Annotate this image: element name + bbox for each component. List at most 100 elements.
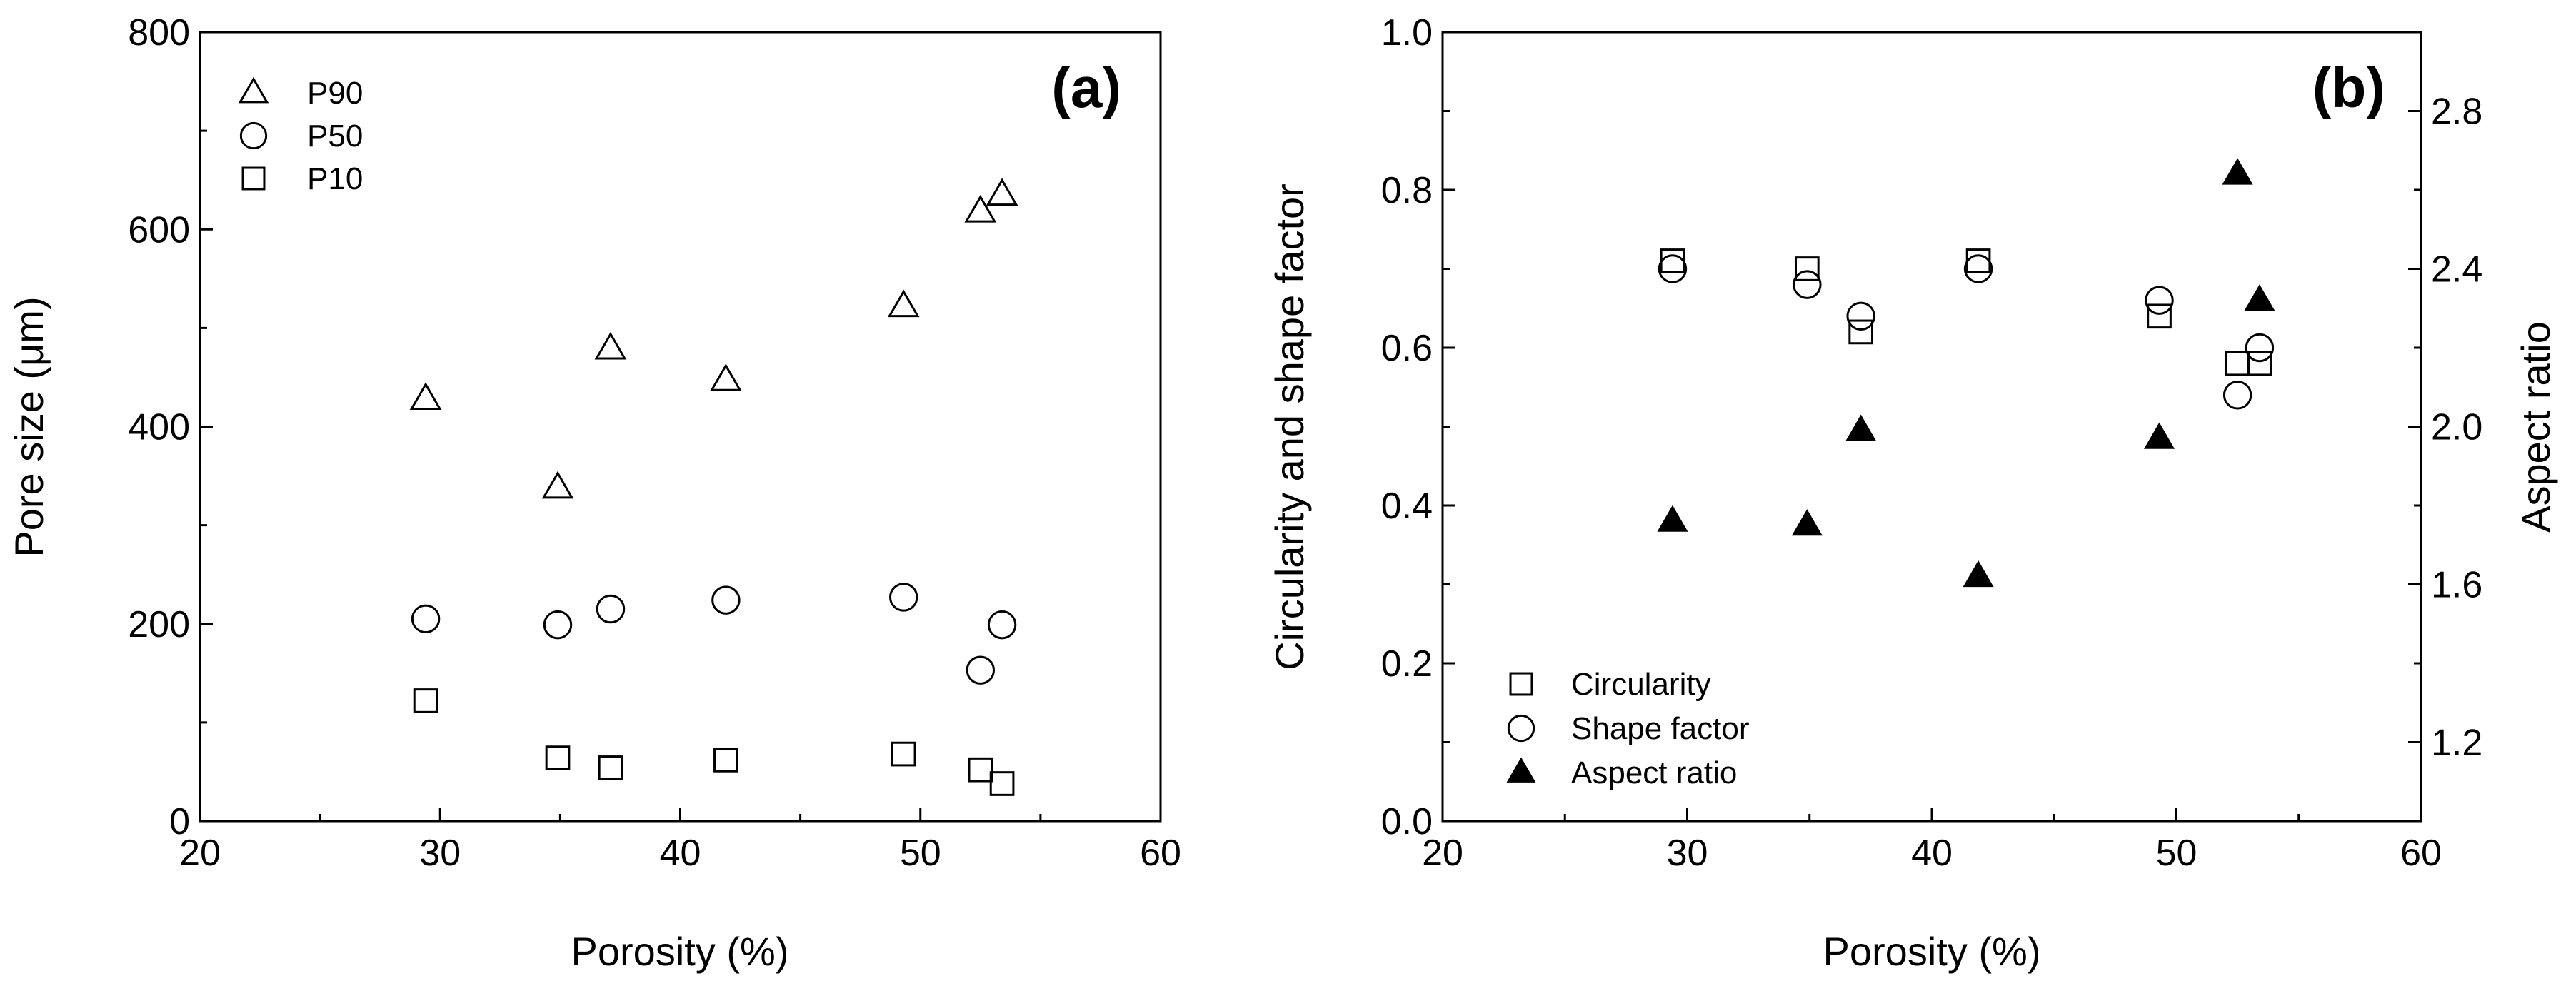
aspect-ratio-point <box>2143 422 2175 449</box>
panel-a: 20 30 40 50 60 0 200 400 600 800 (a) Porosity (%… <box>6 12 1181 974</box>
legend-aspect-ratio-label: Aspect ratio <box>1571 755 1737 790</box>
p10-point <box>968 757 993 783</box>
panel-a-x-ticks: 20 30 40 50 60 <box>179 808 1181 874</box>
y-tick-label: 0.4 <box>1381 486 1433 527</box>
y2-tick-label: 1.6 <box>2431 565 2482 606</box>
p50-point <box>711 585 741 615</box>
aspect-ratio-point <box>2244 284 2275 311</box>
y-tick-label: 0.2 <box>1381 643 1433 685</box>
x-tick-label: 50 <box>900 832 941 874</box>
p90-point <box>409 382 442 411</box>
panel-b-frame <box>1441 31 2422 823</box>
panel-b-label: (b) <box>2312 56 2385 119</box>
x-tick-label: 20 <box>1422 832 1463 874</box>
legend-circularity-label: Circularity <box>1571 667 1711 702</box>
panel-a-legend: P90 P50 P10 <box>238 76 363 196</box>
legend-p90-marker <box>238 76 269 104</box>
p50-point <box>888 583 918 612</box>
panel-a-label: (a) <box>1051 56 1121 119</box>
legend-p10-marker <box>241 166 266 191</box>
legend-p10-label: P10 <box>307 161 363 196</box>
p10-point <box>891 741 916 767</box>
p50-point <box>411 604 441 634</box>
circularity-point <box>1848 319 1874 345</box>
legend-shape-factor-label: Shape factor <box>1571 711 1750 746</box>
x-tick-label: 30 <box>419 832 461 874</box>
p50-point <box>596 594 626 624</box>
y-tick-label: 600 <box>128 209 190 251</box>
p50-point <box>543 610 573 640</box>
p90-point <box>594 331 627 360</box>
y-tick-label: 400 <box>128 407 190 448</box>
panel-a-points <box>409 178 1018 796</box>
y-tick-label: 0.0 <box>1381 801 1433 842</box>
circularity-point <box>2147 303 2172 329</box>
p90-point <box>986 178 1018 206</box>
shape-factor-point <box>2245 333 2275 363</box>
y2-tick-label: 2.0 <box>2431 407 2482 448</box>
panel-a-x-axis-title: Porosity (%) <box>571 929 789 974</box>
legend-p50-label: P50 <box>307 119 363 154</box>
aspect-ratio-point <box>1845 414 1877 441</box>
panel-b-y-ticks: 0.0 0.2 0.4 0.6 0.8 1.0 <box>1381 12 1455 842</box>
y-tick-label: 0 <box>169 801 190 842</box>
panel-a-y-ticks: 0 200 400 600 800 <box>128 12 213 842</box>
panel-b-y2-ticks: 1.2 1.6 2.0 2.4 2.8 <box>2408 31 2482 823</box>
x-tick-label: 30 <box>1667 832 1708 874</box>
circularity-point <box>2225 351 2250 376</box>
panel-b-y-axis-title: Circularity and shape factor <box>1267 183 1312 670</box>
x-tick-label: 40 <box>1911 832 1953 874</box>
panel-b-legend: Circularity Shape factor Aspect ratio <box>1506 667 1750 790</box>
y-tick-label: 0.8 <box>1381 170 1433 211</box>
p90-point <box>709 363 742 391</box>
panel-a-y-axis-title: Pore size (μm) <box>6 296 51 557</box>
shape-factor-point <box>2145 286 2174 315</box>
p10-point <box>713 748 738 773</box>
shape-factor-point <box>1846 301 1875 331</box>
panel-b-x-ticks: 20 30 40 50 60 <box>1422 808 2442 874</box>
legend-aspect-ratio-marker <box>1506 757 1536 783</box>
p50-point <box>987 610 1017 640</box>
y-tick-label: 200 <box>128 604 190 645</box>
circularity-point <box>2247 351 2272 376</box>
legend-p90-label: P90 <box>307 76 363 111</box>
x-tick-label: 60 <box>1140 832 1181 874</box>
x-tick-label: 40 <box>660 832 701 874</box>
p10-point <box>989 771 1015 796</box>
shape-factor-point <box>1658 254 1688 283</box>
shape-factor-point <box>1793 270 1822 299</box>
panel-b-x-axis-title: Porosity (%) <box>1823 929 2041 974</box>
aspect-ratio-point <box>1791 509 1823 536</box>
legend-circularity-marker <box>1509 672 1533 696</box>
y2-tick-label: 2.4 <box>2431 249 2482 291</box>
p90-point <box>964 194 997 223</box>
p10-point <box>598 755 623 780</box>
circularity-point <box>1965 248 1991 273</box>
legend-shape-factor-marker <box>1507 714 1535 743</box>
p90-point <box>541 471 574 499</box>
p10-point <box>413 688 438 713</box>
p90-point <box>887 289 920 318</box>
x-tick-label: 20 <box>179 832 221 874</box>
circularity-point <box>1794 256 1820 281</box>
y-tick-label: 1.0 <box>1381 12 1433 54</box>
shape-factor-point <box>2222 381 2252 410</box>
circularity-point <box>1660 248 1685 273</box>
panel-b-y2-axis-title: Aspect ratio <box>2513 321 2558 533</box>
aspect-ratio-point <box>1963 560 1994 588</box>
aspect-ratio-point <box>2222 158 2253 185</box>
aspect-ratio-point <box>1657 505 1688 532</box>
y-tick-label: 800 <box>128 12 190 54</box>
y2-tick-label: 1.2 <box>2431 723 2482 764</box>
panel-b-points <box>1657 158 2275 588</box>
y2-tick-label: 2.8 <box>2431 91 2482 133</box>
x-tick-label: 50 <box>2156 832 2197 874</box>
panel-b: 20 30 40 50 60 0.0 0.2 0.4 0.6 0.8 1.0 1.2 1.6 2.0 2… <box>1267 12 2558 974</box>
legend-p50-marker <box>239 121 268 150</box>
x-tick-label: 60 <box>2400 832 2442 874</box>
shape-factor-point <box>1963 254 1993 283</box>
y-tick-label: 0.6 <box>1381 328 1433 369</box>
p50-point <box>966 655 996 685</box>
p10-point <box>545 745 571 770</box>
